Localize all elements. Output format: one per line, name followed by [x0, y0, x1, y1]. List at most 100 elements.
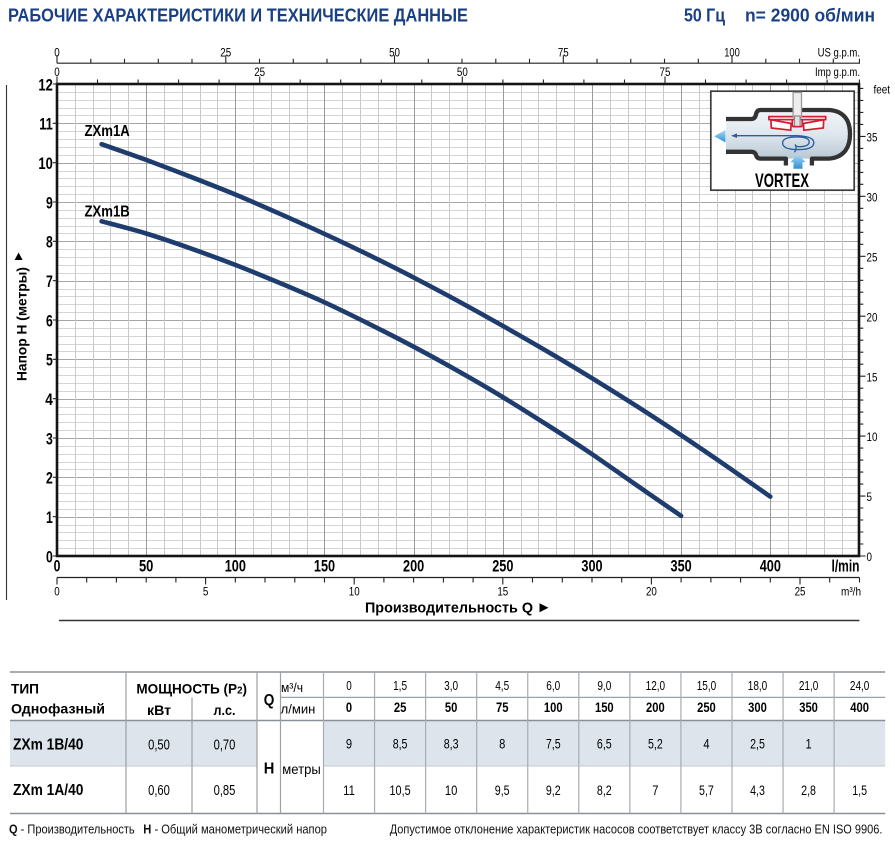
svg-text:15: 15: [497, 585, 508, 599]
svg-text:0,50: 0,50: [148, 738, 170, 754]
svg-text:feet: feet: [874, 83, 891, 97]
svg-text:0: 0: [46, 547, 53, 566]
svg-text:300: 300: [581, 557, 602, 576]
svg-text:15,0: 15,0: [697, 678, 717, 693]
svg-text:Допустимое отклонение характер: Допустимое отклонение характеристик насо…: [390, 823, 883, 837]
svg-text:H: H: [264, 760, 275, 777]
svg-text:7,5: 7,5: [546, 737, 561, 752]
svg-text:0: 0: [54, 46, 60, 60]
svg-text:л/мин: л/мин: [281, 703, 316, 717]
svg-text:1: 1: [805, 737, 811, 752]
svg-text:30: 30: [867, 190, 878, 204]
svg-text:2: 2: [46, 469, 53, 488]
svg-text:ZXm1A: ZXm1A: [85, 123, 131, 140]
svg-text:0: 0: [54, 557, 61, 576]
svg-text:7: 7: [46, 272, 53, 291]
svg-text:Q - Производительность: Q - Производительность: [9, 823, 135, 837]
svg-text:25: 25: [254, 65, 265, 79]
svg-text:25: 25: [220, 46, 231, 60]
svg-text:10,5: 10,5: [390, 783, 411, 798]
svg-text:6: 6: [46, 311, 53, 330]
svg-text:H - Общий манометрический напо: H - Общий манометрический напор: [143, 823, 327, 837]
svg-text:3: 3: [46, 429, 53, 448]
svg-text:РАБОЧИЕ ХАРАКТЕРИСТИКИ И ТЕХНИ: РАБОЧИЕ ХАРАКТЕРИСТИКИ И ТЕХНИЧЕСКИЕ ДАН…: [8, 5, 468, 25]
svg-text:VORTEX: VORTEX: [755, 170, 809, 192]
svg-text:m³/h: m³/h: [841, 585, 861, 599]
svg-text:л.с.: л.с.: [214, 702, 236, 718]
svg-text:1,5: 1,5: [852, 783, 867, 798]
svg-text:100: 100: [544, 699, 563, 715]
svg-text:1: 1: [46, 508, 53, 527]
svg-text:l/min: l/min: [832, 557, 860, 576]
svg-text:9: 9: [46, 193, 53, 212]
svg-text:0: 0: [346, 699, 352, 715]
svg-text:4,5: 4,5: [495, 678, 509, 693]
svg-text:350: 350: [671, 557, 692, 576]
svg-text:24,0: 24,0: [850, 678, 870, 693]
svg-text:метры: метры: [282, 762, 321, 777]
svg-text:18,0: 18,0: [748, 678, 768, 693]
svg-text:20: 20: [646, 585, 657, 599]
svg-text:75: 75: [558, 46, 569, 60]
svg-text:8: 8: [499, 737, 505, 752]
svg-text:12,0: 12,0: [646, 678, 666, 693]
svg-text:300: 300: [748, 699, 767, 715]
svg-text:0: 0: [346, 678, 352, 693]
svg-text:ZXm 1B/40: ZXm 1B/40: [13, 737, 83, 754]
svg-text:0: 0: [867, 550, 873, 564]
svg-text:6,5: 6,5: [597, 737, 612, 752]
svg-text:50: 50: [457, 65, 468, 79]
svg-text:5,7: 5,7: [699, 783, 714, 798]
svg-text:7: 7: [652, 783, 658, 798]
svg-text:2,5: 2,5: [750, 737, 765, 752]
svg-text:250: 250: [492, 557, 513, 576]
svg-text:8,2: 8,2: [597, 783, 612, 798]
svg-text:0,70: 0,70: [214, 738, 236, 754]
svg-text:кВт: кВт: [147, 702, 171, 718]
svg-text:ТИП: ТИП: [11, 680, 39, 696]
svg-text:6,0: 6,0: [546, 678, 560, 693]
svg-text:ZXm1B: ZXm1B: [85, 204, 130, 221]
svg-text:250: 250: [697, 699, 716, 715]
svg-text:2,8: 2,8: [801, 783, 816, 798]
svg-text:12: 12: [38, 75, 52, 94]
svg-text:11: 11: [343, 783, 355, 798]
svg-text:50: 50: [389, 46, 400, 60]
svg-text:5: 5: [46, 351, 53, 370]
svg-text:11: 11: [39, 115, 53, 134]
svg-text:400: 400: [850, 699, 869, 715]
svg-text:150: 150: [595, 699, 614, 715]
svg-text:10: 10: [445, 783, 458, 798]
svg-text:4,3: 4,3: [750, 783, 765, 798]
svg-text:25: 25: [795, 585, 806, 599]
svg-text:50: 50: [445, 699, 458, 715]
svg-text:350: 350: [799, 699, 818, 715]
svg-text:400: 400: [760, 557, 781, 576]
svg-text:US g.p.m.: US g.p.m.: [818, 46, 860, 60]
svg-text:9,5: 9,5: [495, 783, 510, 798]
svg-text:20: 20: [867, 310, 878, 324]
svg-text:5: 5: [867, 490, 873, 504]
svg-text:25: 25: [867, 250, 878, 264]
svg-text:4: 4: [703, 737, 710, 752]
svg-text:Однофазный: Однофазный: [11, 701, 105, 717]
svg-text:n= 2900 об/мин: n= 2900 об/мин: [745, 5, 875, 25]
svg-text:Производительность Q: Производительность Q: [365, 600, 533, 617]
svg-text:200: 200: [403, 557, 424, 576]
svg-text:5,2: 5,2: [648, 737, 663, 752]
svg-text:50 Гц: 50 Гц: [684, 5, 725, 25]
svg-text:100: 100: [724, 46, 740, 60]
svg-text:Q: Q: [264, 692, 275, 709]
svg-text:1,5: 1,5: [393, 678, 407, 693]
svg-text:м³/ч: м³/ч: [281, 681, 303, 695]
svg-text:10: 10: [38, 154, 52, 173]
svg-text:ZXm 1A/40: ZXm 1A/40: [13, 782, 83, 799]
svg-text:0,60: 0,60: [148, 783, 170, 799]
svg-text:200: 200: [646, 699, 665, 715]
svg-text:8: 8: [46, 233, 53, 252]
svg-text:50: 50: [139, 557, 153, 576]
svg-text:75: 75: [496, 699, 509, 715]
svg-text:10: 10: [349, 585, 360, 599]
svg-text:0: 0: [54, 65, 60, 79]
svg-text:15: 15: [867, 370, 878, 384]
